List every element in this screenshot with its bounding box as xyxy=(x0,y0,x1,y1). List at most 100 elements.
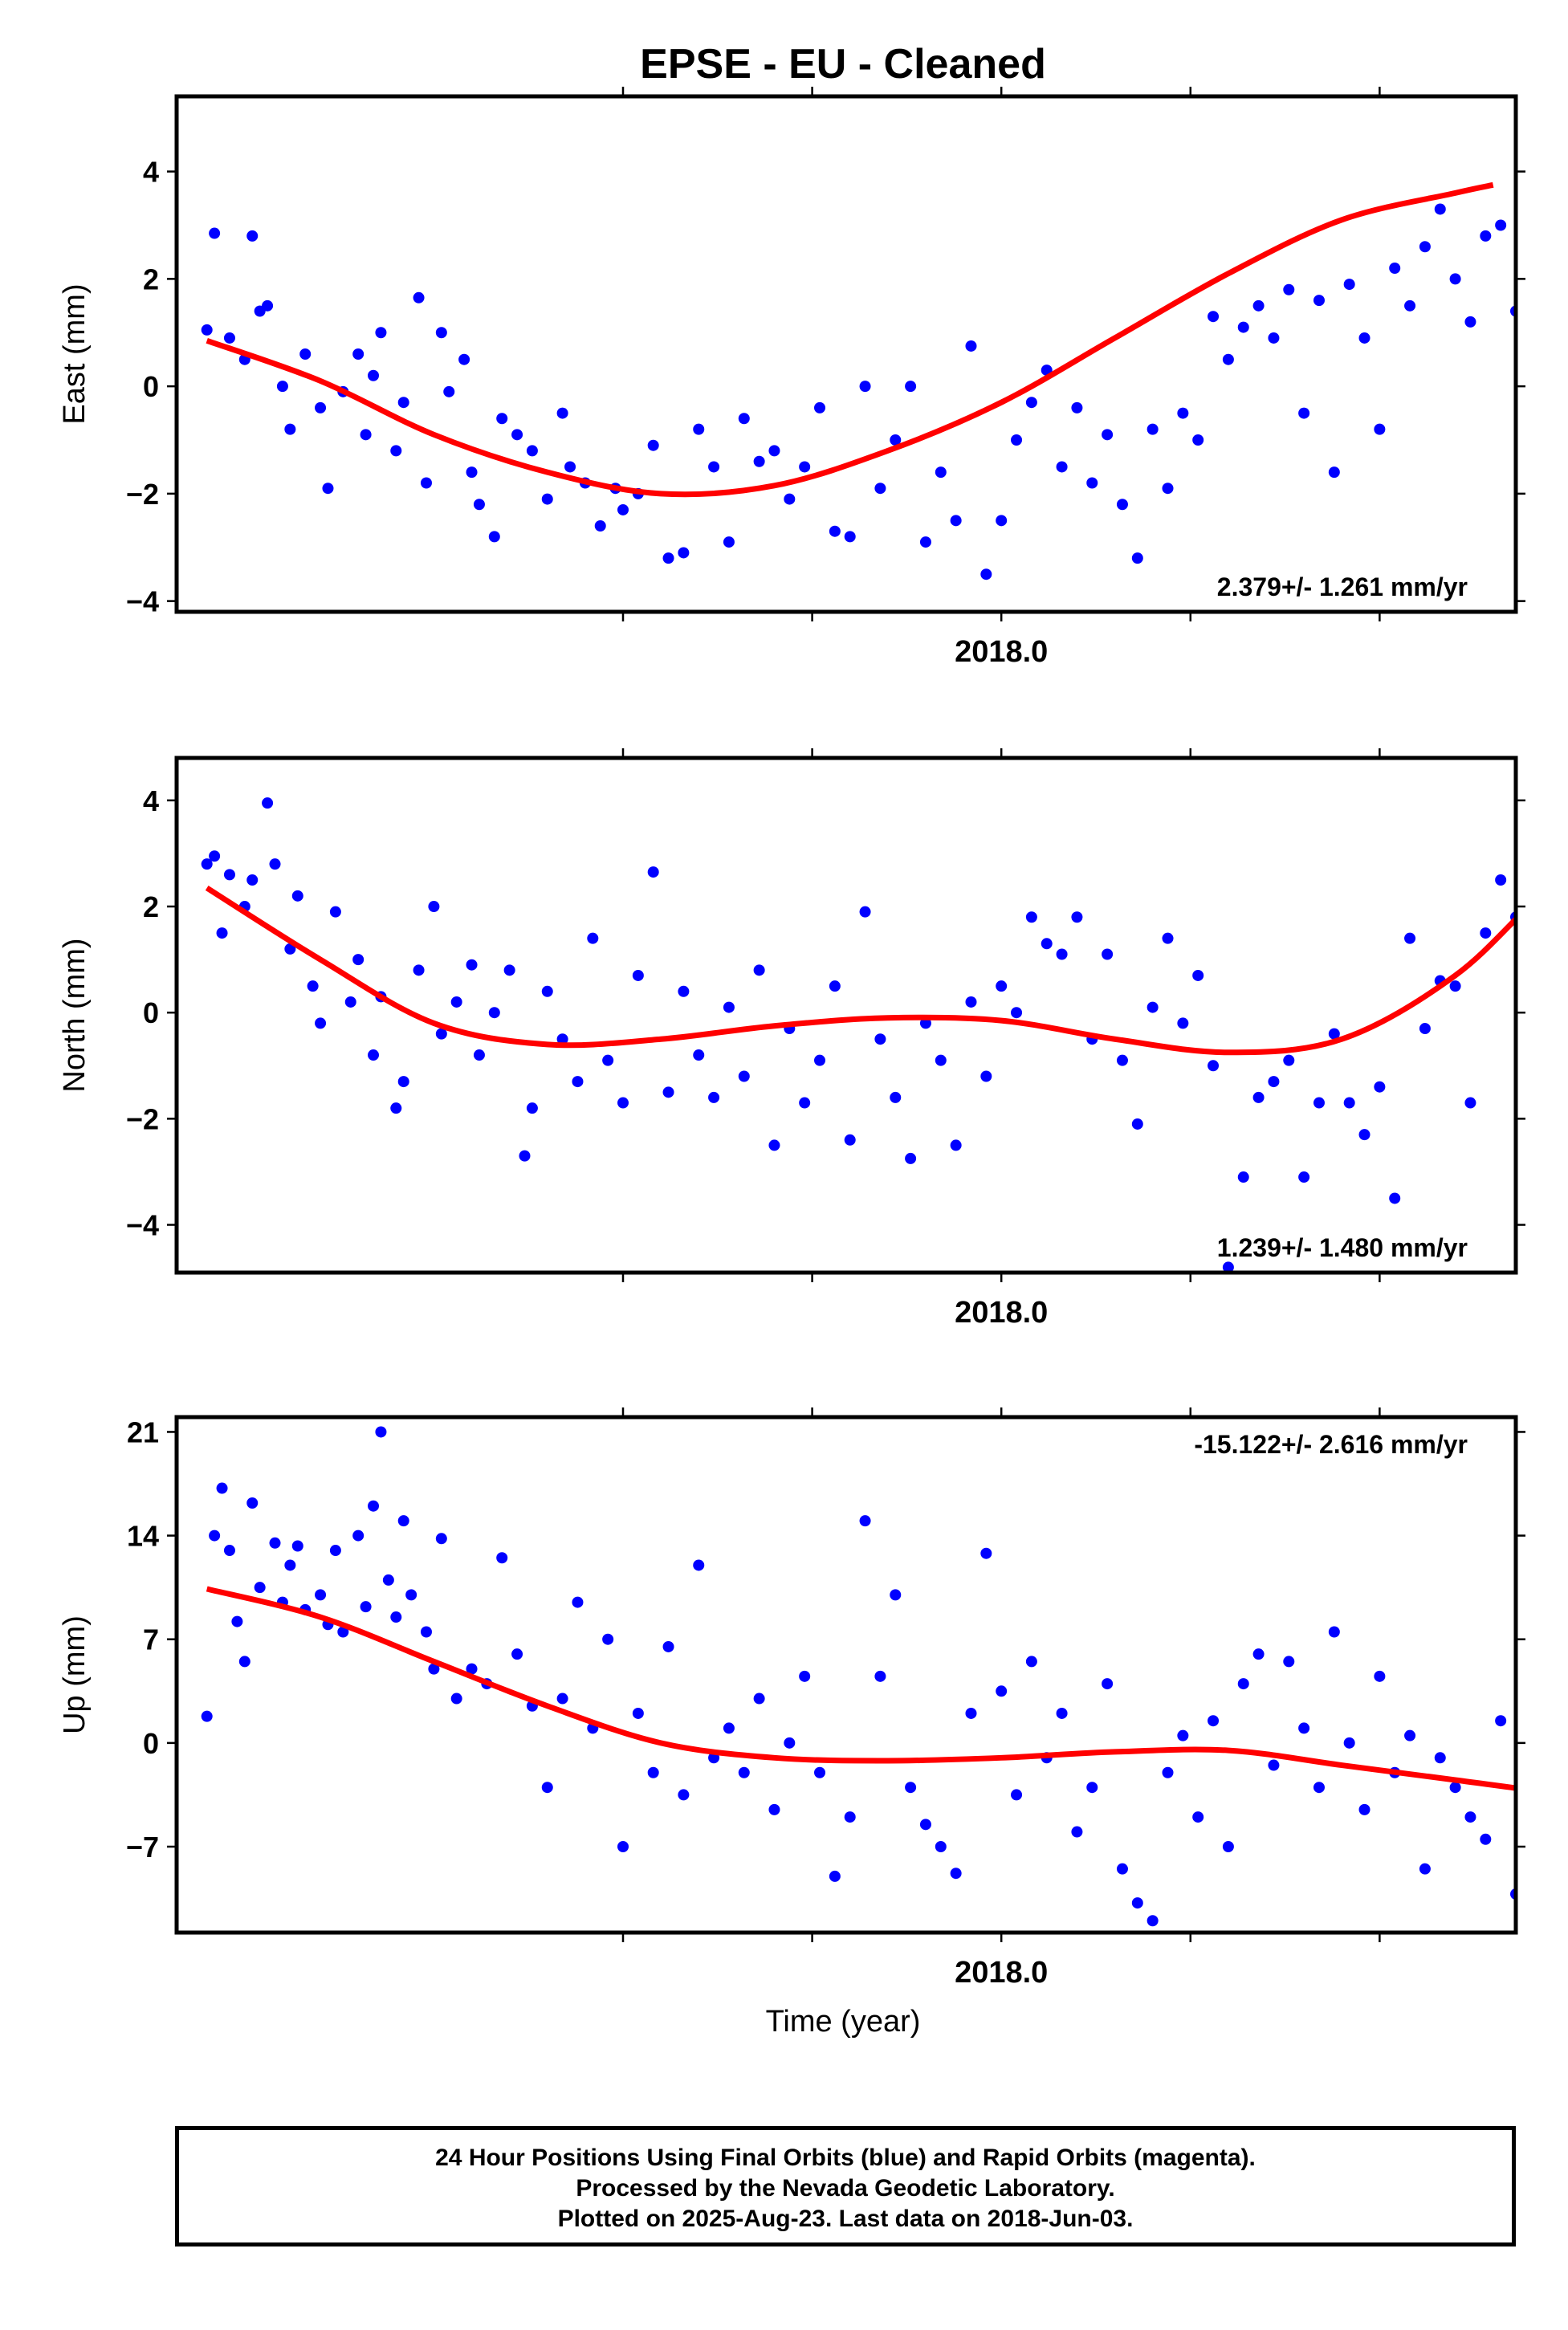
data-point xyxy=(223,1545,235,1557)
data-point xyxy=(1449,273,1461,285)
data-point xyxy=(1374,1081,1386,1093)
data-point xyxy=(799,461,811,473)
data-point xyxy=(617,503,629,515)
data-point xyxy=(647,439,659,451)
data-point xyxy=(996,1685,1008,1697)
data-point xyxy=(1374,423,1386,435)
data-point xyxy=(996,515,1008,527)
data-point xyxy=(723,536,735,548)
data-point xyxy=(246,874,259,886)
plot-frame xyxy=(174,756,1518,1275)
data-point xyxy=(753,964,765,976)
data-point xyxy=(405,1589,417,1601)
data-point xyxy=(1283,1656,1295,1668)
data-point xyxy=(768,1139,780,1151)
data-point xyxy=(526,445,538,457)
data-point xyxy=(1541,890,1552,902)
data-point xyxy=(829,525,841,537)
data-point xyxy=(450,1693,462,1705)
data-point xyxy=(541,493,553,505)
data-point xyxy=(919,1819,931,1831)
data-point xyxy=(965,996,977,1008)
y-axis-title: North (mm) xyxy=(58,938,92,1092)
data-point xyxy=(1146,423,1159,435)
data-point xyxy=(890,1091,902,1103)
data-point xyxy=(1525,1878,1537,1889)
data-point xyxy=(708,1091,720,1103)
data-point xyxy=(814,1054,826,1066)
data-point xyxy=(874,483,886,495)
data-point xyxy=(1328,1028,1340,1040)
data-point xyxy=(496,1552,508,1564)
data-point xyxy=(329,1545,341,1557)
data-point xyxy=(1192,1811,1204,1823)
data-point xyxy=(1208,1715,1220,1727)
plot-frame xyxy=(174,94,1518,614)
data-point xyxy=(693,1559,705,1571)
data-point xyxy=(572,1076,584,1088)
data-point xyxy=(632,969,644,981)
data-point xyxy=(844,531,856,543)
data-point xyxy=(1389,263,1401,274)
data-point xyxy=(488,1007,500,1019)
data-point xyxy=(1208,1060,1220,1072)
data-point xyxy=(1177,1017,1189,1029)
data-point xyxy=(996,980,1008,992)
data-point xyxy=(738,413,750,425)
data-point xyxy=(352,348,365,360)
data-point xyxy=(1131,1897,1143,1909)
y-tick-label: 0 xyxy=(143,996,159,1029)
caption-box: 24 Hour Positions Using Final Orbits (bl… xyxy=(175,2126,1516,2246)
data-point xyxy=(254,1582,266,1594)
data-point xyxy=(1237,321,1249,333)
data-point xyxy=(473,1049,485,1061)
data-point xyxy=(950,1139,962,1151)
x-tick-label: 2018.0 xyxy=(955,635,1048,669)
data-point xyxy=(1343,279,1355,291)
rate-label: -15.122+/- 2.616 mm/yr xyxy=(1194,1430,1468,1459)
y-tick-label: 4 xyxy=(143,156,159,189)
data-point xyxy=(291,890,303,902)
plot-area xyxy=(201,797,1552,1273)
data-point xyxy=(1541,1681,1552,1693)
data-point xyxy=(390,1102,402,1114)
data-point xyxy=(1011,1789,1023,1801)
data-point xyxy=(1011,1007,1023,1019)
y-tick-label: 2 xyxy=(143,263,159,295)
data-point xyxy=(1041,938,1053,950)
data-point xyxy=(352,954,365,966)
data-point xyxy=(919,1017,931,1029)
data-point xyxy=(1480,1833,1492,1845)
data-point xyxy=(246,230,259,242)
data-point xyxy=(738,1070,750,1082)
data-point xyxy=(1343,1097,1355,1109)
data-point xyxy=(1177,1729,1189,1741)
data-point xyxy=(443,385,455,397)
data-point xyxy=(1237,1171,1249,1183)
plot-area xyxy=(201,1426,1567,1927)
data-point xyxy=(322,483,334,495)
data-point xyxy=(1237,1678,1249,1690)
data-point xyxy=(466,959,478,971)
y-axis-title: Up (mm) xyxy=(58,1615,92,1734)
data-point xyxy=(662,1086,674,1098)
data-point xyxy=(708,461,720,473)
data-point xyxy=(511,1648,523,1660)
data-point xyxy=(1192,434,1204,446)
data-point xyxy=(315,1589,327,1601)
data-point xyxy=(890,434,902,446)
data-point xyxy=(1525,257,1537,268)
data-point xyxy=(397,397,409,409)
data-point xyxy=(1011,434,1023,446)
data-point xyxy=(617,1097,629,1109)
data-point xyxy=(511,429,523,441)
panel-north: −4 −2 0 2 4 2018.0 North (mm) 1.239+/- 1.480 mm… xyxy=(58,748,1552,1330)
data-point xyxy=(874,1670,886,1682)
data-point xyxy=(413,291,425,303)
data-point xyxy=(935,1841,947,1852)
data-point xyxy=(368,1049,380,1061)
data-point xyxy=(1556,1797,1567,1808)
data-point xyxy=(814,1766,826,1778)
data-point xyxy=(1404,932,1416,944)
data-point xyxy=(397,1076,409,1088)
